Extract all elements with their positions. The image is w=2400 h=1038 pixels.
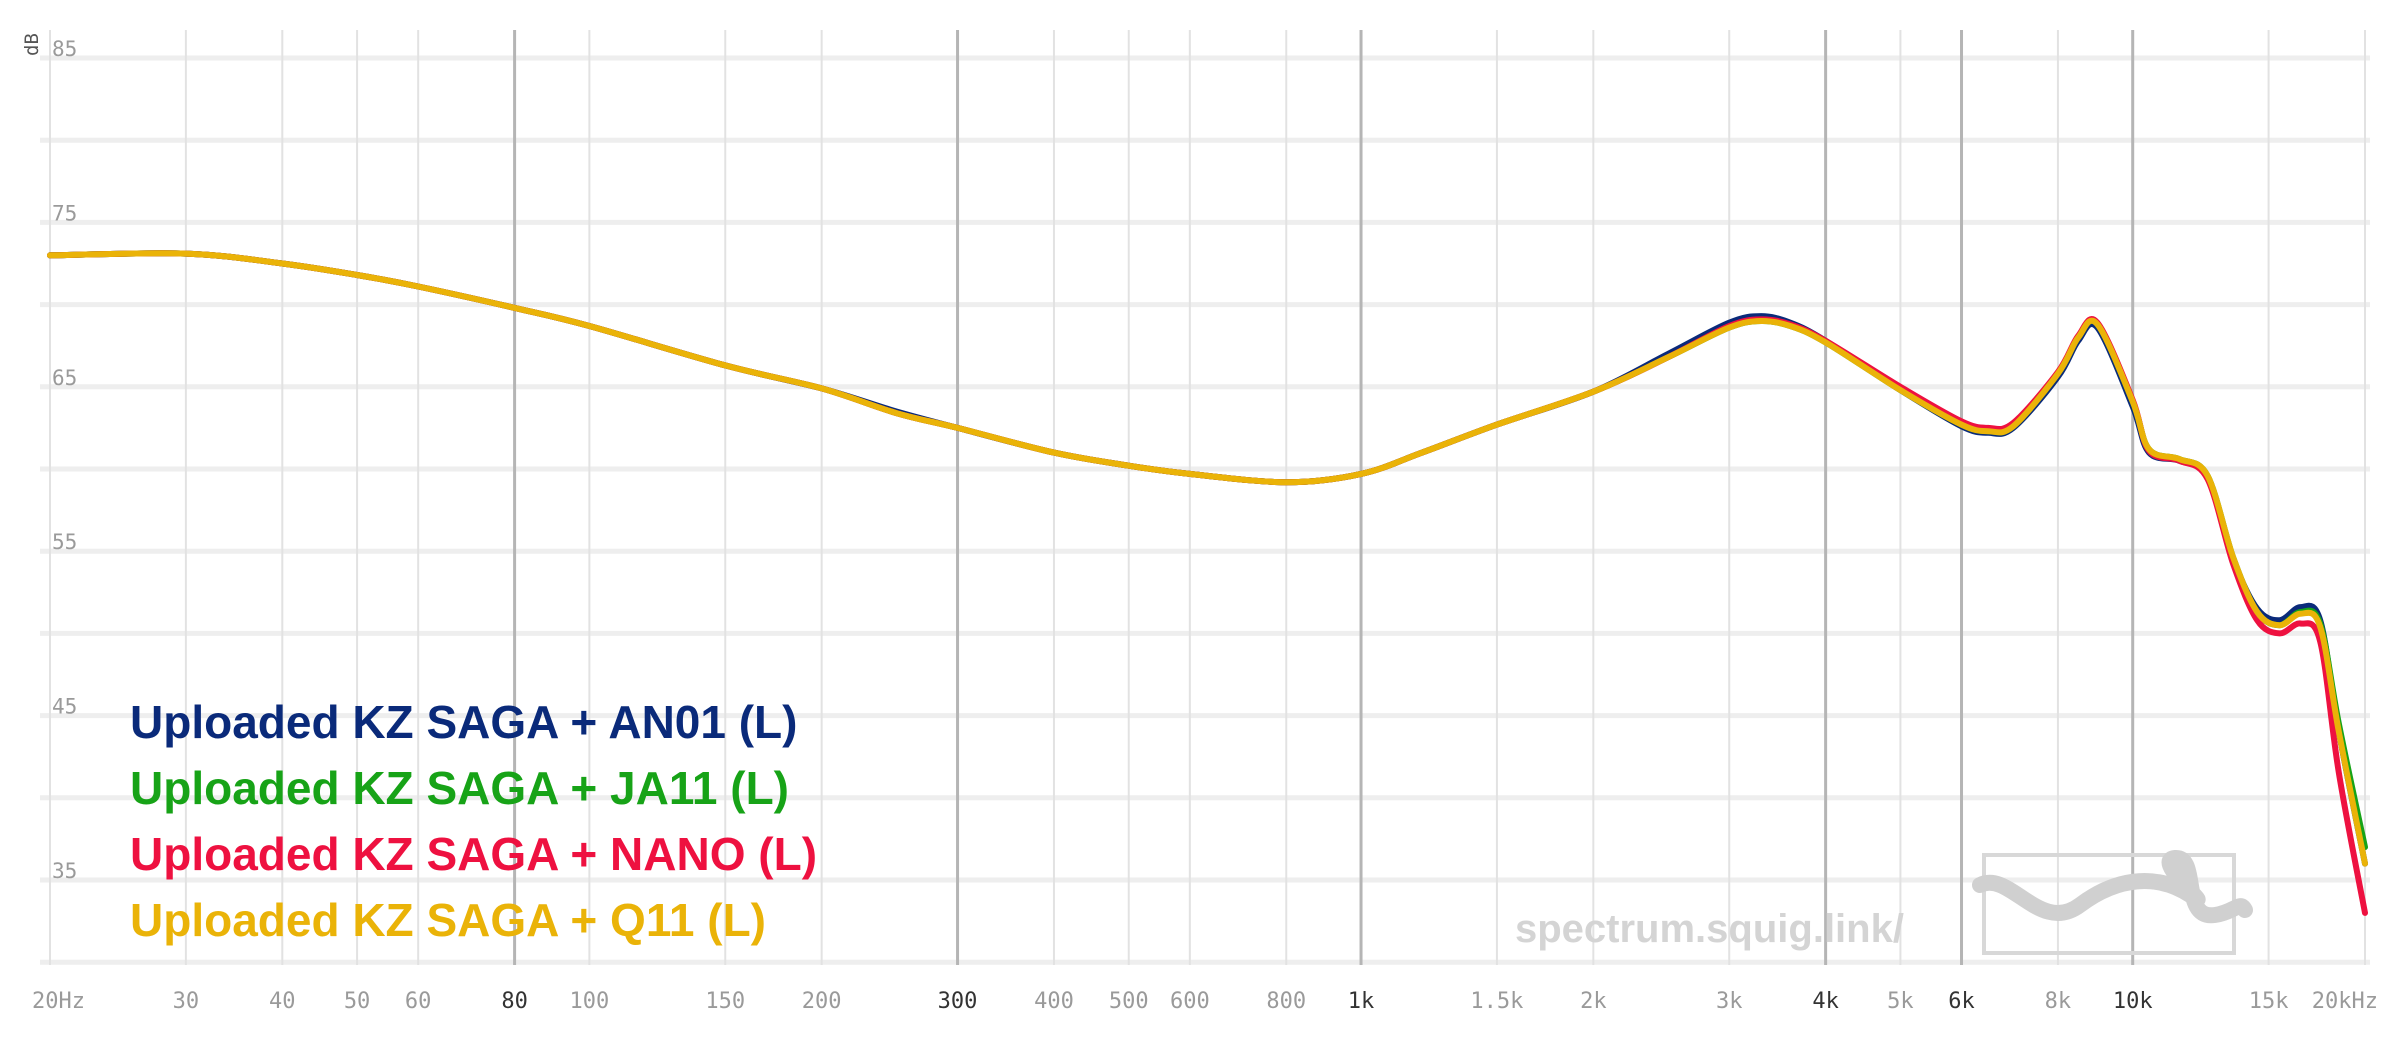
y-tick-label: 35 xyxy=(52,859,77,883)
y-tick-label: 45 xyxy=(52,695,77,719)
legend-entry: Uploaded KZ SAGA + Q11 (L) xyxy=(130,894,766,946)
x-tick-label: 20Hz xyxy=(32,989,85,1014)
x-tick-label: 150 xyxy=(705,989,745,1014)
x-tick-labels: 20Hz 30 40 50 60 80 100 150 200 300 400 500 600 800 1k… xyxy=(32,989,2378,1014)
x-tick-label: 1k xyxy=(1348,989,1375,1014)
x-grid xyxy=(49,30,2366,965)
x-tick-label: 30 xyxy=(173,989,200,1014)
y-axis-label: dB xyxy=(21,33,43,56)
x-tick-label: 300 xyxy=(938,989,978,1014)
x-tick-label: 20kHz xyxy=(2312,989,2378,1014)
x-tick-label: 10k xyxy=(2113,989,2153,1014)
legend: Uploaded KZ SAGA + AN01 (L) Uploaded KZ S… xyxy=(130,696,817,946)
y-tick-label: 65 xyxy=(52,366,77,390)
series-line-4 xyxy=(47,250,2368,867)
x-tick-label: 400 xyxy=(1034,989,1074,1014)
legend-entry: Uploaded KZ SAGA + JA11 (L) xyxy=(130,762,789,814)
x-tick-label: 100 xyxy=(569,989,609,1014)
x-tick-label: 800 xyxy=(1266,989,1306,1014)
x-tick-label: 500 xyxy=(1109,989,1149,1014)
legend-entry: Uploaded KZ SAGA + AN01 (L) xyxy=(130,696,797,748)
x-tick-label: 60 xyxy=(405,989,432,1014)
x-tick-label: 200 xyxy=(802,989,842,1014)
y-tick-label: 85 xyxy=(52,37,77,61)
y-tick-labels: 85 75 65 55 45 35 xyxy=(52,37,77,883)
x-tick-label: 1.5k xyxy=(1470,989,1523,1014)
y-grid xyxy=(40,55,2370,965)
watermark-text: spectrum.squig.link/ xyxy=(1515,907,1904,951)
x-tick-label: 6k xyxy=(1948,989,1975,1014)
series-layer xyxy=(47,250,2368,916)
x-tick-label: 5k xyxy=(1887,989,1914,1014)
x-tick-label: 4k xyxy=(1812,989,1839,1014)
legend-entry: Uploaded KZ SAGA + NANO (L) xyxy=(130,828,817,880)
y-tick-label: 75 xyxy=(52,201,77,225)
x-tick-label: 600 xyxy=(1170,989,1210,1014)
squiglink-logo-icon xyxy=(1972,850,2253,955)
x-tick-label: 3k xyxy=(1716,989,1743,1014)
x-tick-label: 50 xyxy=(344,989,371,1014)
x-tick-label: 8k xyxy=(2045,989,2072,1014)
watermark: spectrum.squig.link/ xyxy=(1515,850,2253,955)
x-tick-label: 15k xyxy=(2249,989,2289,1014)
x-tick-label: 40 xyxy=(269,989,296,1014)
y-tick-label: 55 xyxy=(52,530,77,554)
x-tick-label: 80 xyxy=(501,989,528,1014)
x-tick-label: 2k xyxy=(1580,989,1607,1014)
